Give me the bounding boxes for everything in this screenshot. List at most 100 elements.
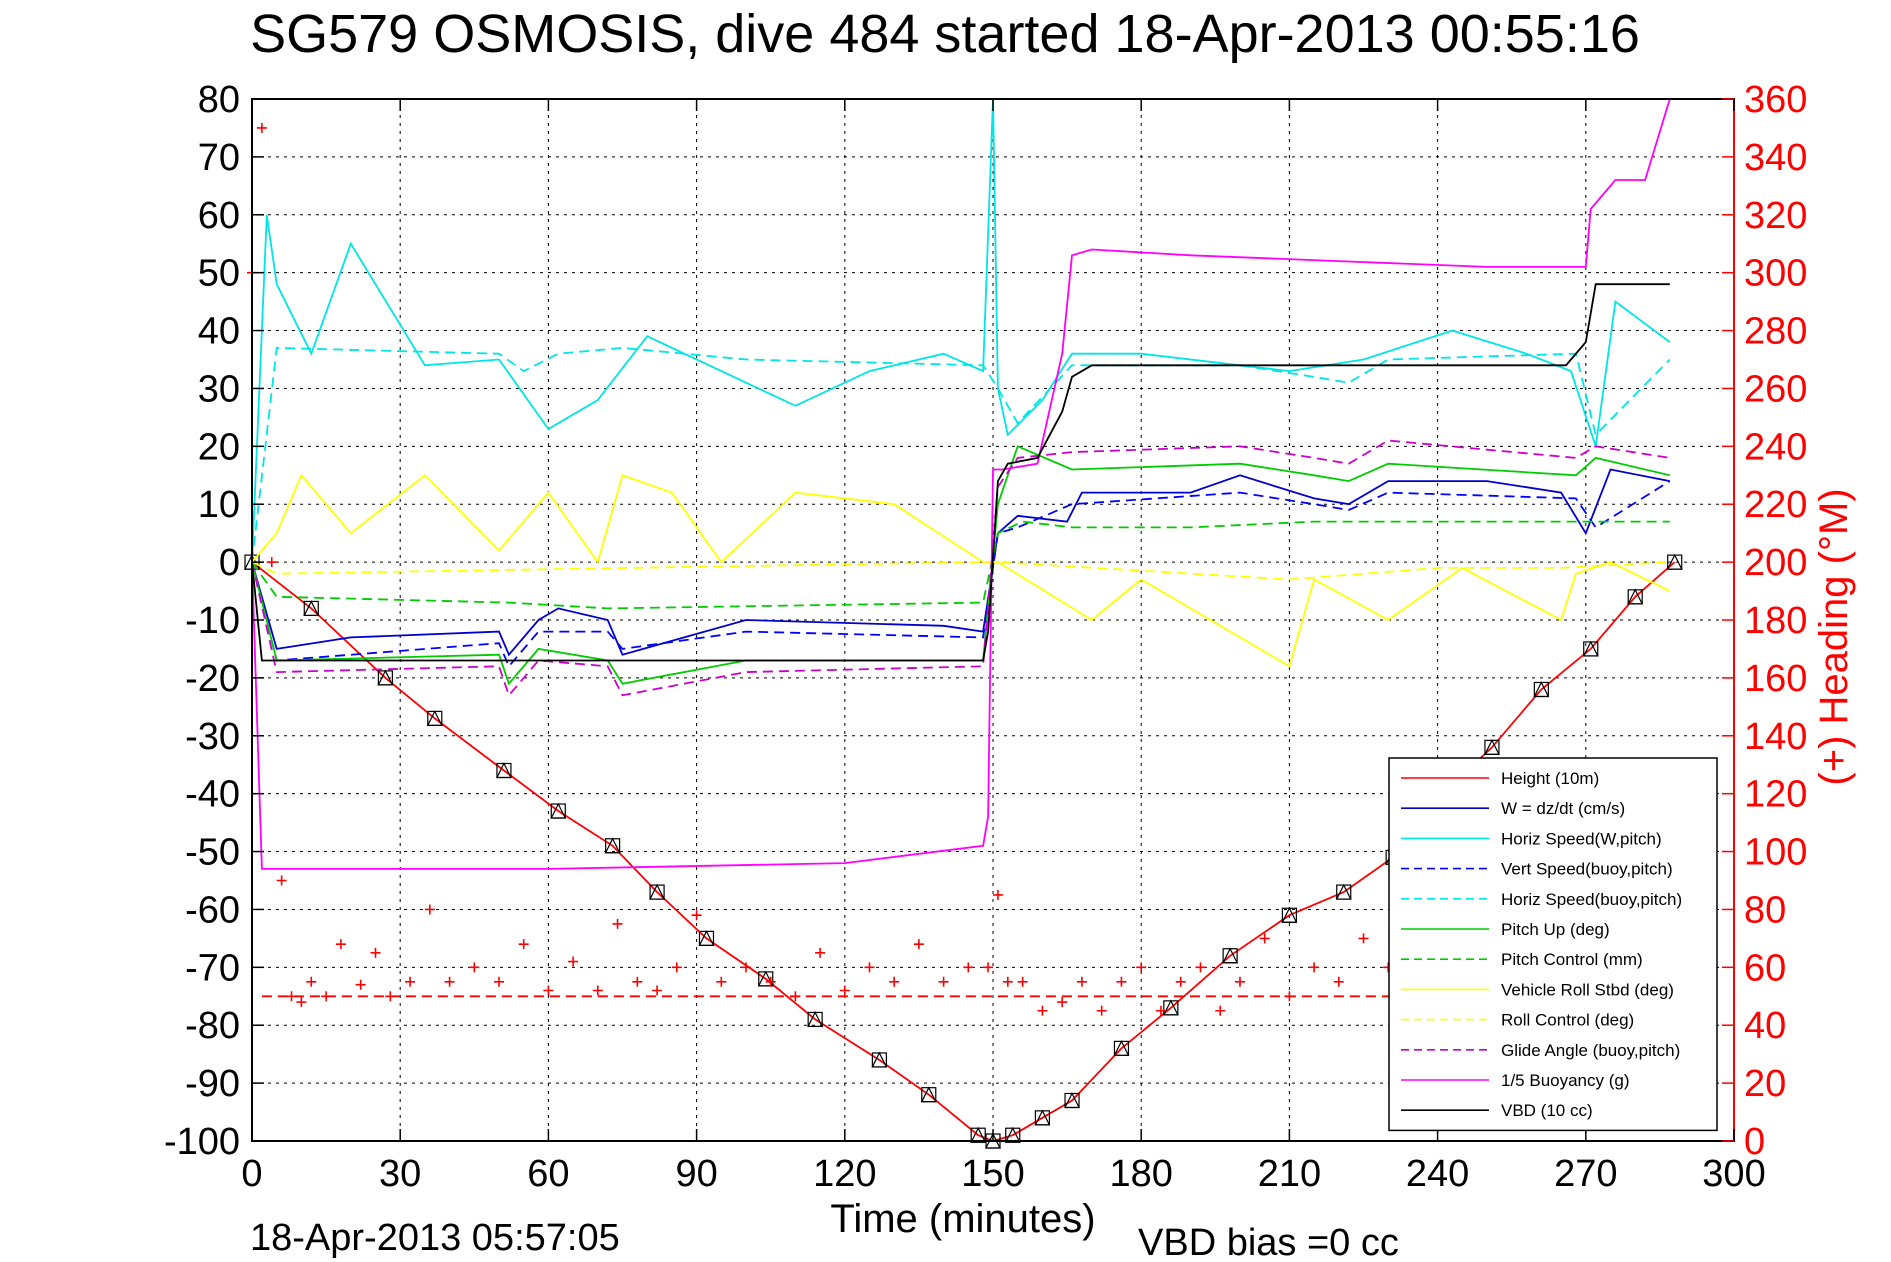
series-heading bbox=[247, 122, 1443, 1016]
series-1-5-buoyancy-g bbox=[251, 98, 1671, 870]
y-right-tick-label: 60 bbox=[1744, 947, 1786, 989]
height-marker-triangle bbox=[757, 970, 774, 987]
legend-entry: Glide Angle (buoy,pitch) bbox=[1501, 1041, 1680, 1060]
timestamp-label: 18-Apr-2013 05:57:05 bbox=[250, 1217, 620, 1259]
x-tick-label: 240 bbox=[1406, 1153, 1469, 1195]
heading-point bbox=[671, 962, 682, 973]
heading-point bbox=[1358, 933, 1369, 944]
y-right-tick-label: 40 bbox=[1744, 1005, 1786, 1047]
heading-point bbox=[1195, 962, 1206, 973]
heading-point bbox=[335, 939, 346, 950]
height-marker-triangle bbox=[1533, 681, 1550, 698]
legend-entry: Horiz Speed(buoy,pitch) bbox=[1501, 890, 1682, 909]
heading-point bbox=[1002, 976, 1013, 987]
legend-entry: Pitch Control (mm) bbox=[1501, 950, 1643, 969]
vbd-bias-label: VBD bias =0 cc bbox=[1138, 1222, 1399, 1262]
y-tick-label: 80 bbox=[198, 79, 240, 121]
heading-point bbox=[1333, 976, 1344, 987]
x-tick-label: 120 bbox=[813, 1153, 876, 1195]
heading-point bbox=[1309, 962, 1320, 973]
legend-entry: W = dz/dt (cm/s) bbox=[1501, 799, 1625, 818]
heading-point bbox=[839, 985, 850, 996]
height-marker-triangle bbox=[807, 1011, 824, 1028]
y-right-tick-label: 300 bbox=[1744, 253, 1807, 295]
height-marker-triangle bbox=[1483, 739, 1500, 755]
heading-point bbox=[276, 875, 287, 886]
heading-point bbox=[992, 889, 1003, 900]
x-tick-label: 0 bbox=[241, 1153, 262, 1195]
series-roll-control-deg bbox=[251, 561, 1670, 581]
heading-point bbox=[518, 939, 529, 950]
height-marker-triangle bbox=[1113, 1040, 1130, 1056]
y-right-tick-label: 340 bbox=[1744, 137, 1807, 179]
series-vbd-10-cc bbox=[251, 283, 1670, 662]
series-w-dz-dt-cm-s bbox=[251, 468, 1670, 657]
heading-point bbox=[370, 947, 381, 958]
y-tick-label: -80 bbox=[185, 1005, 240, 1047]
heading-point bbox=[424, 904, 435, 915]
heading-point bbox=[355, 979, 366, 990]
y-right-tick-label: 360 bbox=[1744, 79, 1807, 121]
y-right-tick-label: 140 bbox=[1744, 716, 1807, 758]
heading-point bbox=[1136, 962, 1147, 973]
heading-point bbox=[1175, 976, 1186, 987]
y-tick-label: -40 bbox=[185, 774, 240, 816]
legend-entry: Roll Control (deg) bbox=[1501, 1011, 1634, 1030]
y-right-tick-label: 80 bbox=[1744, 889, 1786, 931]
heading-point bbox=[612, 918, 623, 929]
heading-point bbox=[266, 557, 277, 568]
heading-point bbox=[864, 962, 875, 973]
x-tick-label: 60 bbox=[527, 1153, 569, 1195]
series-horiz-speed-w-pitch bbox=[251, 98, 1671, 563]
height-marker-triangle bbox=[649, 883, 666, 900]
height-marker-triangle bbox=[970, 1126, 987, 1143]
y-tick-label: -20 bbox=[185, 658, 240, 700]
heading-point bbox=[1259, 933, 1270, 944]
y-right-tick-label: 200 bbox=[1744, 542, 1807, 584]
legend-entry: Vehicle Roll Stbd (deg) bbox=[1501, 980, 1674, 999]
heading-point bbox=[469, 962, 480, 973]
height-marker-triangle bbox=[1582, 640, 1599, 657]
y-tick-label: -100 bbox=[164, 1121, 240, 1163]
height-marker-triangle bbox=[1335, 883, 1352, 900]
heading-point bbox=[1057, 997, 1068, 1008]
x-tick-label: 180 bbox=[1109, 1153, 1172, 1195]
heading-point bbox=[1155, 1005, 1166, 1016]
x-tick-label: 210 bbox=[1258, 1153, 1321, 1195]
chart-title: SG579 OSMOSIS, dive 484 started 18-Apr-2… bbox=[250, 4, 1640, 64]
heading-point bbox=[652, 985, 663, 996]
legend-entry: VBD (10 cc) bbox=[1501, 1101, 1593, 1120]
grid bbox=[252, 99, 1734, 1141]
heading-point bbox=[1235, 976, 1245, 987]
height-marker-triangle bbox=[303, 600, 320, 617]
heading-point bbox=[691, 910, 702, 921]
height-marker-triangle bbox=[1281, 906, 1298, 923]
x-tick-label: 300 bbox=[1702, 1153, 1765, 1195]
y-tick-label: -30 bbox=[185, 716, 240, 758]
x-tick-label: 150 bbox=[961, 1153, 1024, 1195]
y-right-tick-label: 240 bbox=[1744, 426, 1807, 468]
height-marker-triangle bbox=[377, 669, 394, 686]
series-pitch-control-mm bbox=[251, 520, 1670, 610]
height-marker-triangle bbox=[495, 762, 512, 779]
y-tick-label: 40 bbox=[198, 311, 240, 353]
height-marker-triangle bbox=[1034, 1109, 1051, 1126]
heading-point bbox=[889, 976, 900, 987]
legend-entry: Horiz Speed(W,pitch) bbox=[1501, 829, 1662, 848]
height-marker-triangle bbox=[1162, 999, 1179, 1016]
heading-point bbox=[983, 962, 994, 973]
y-tick-label: 30 bbox=[198, 368, 240, 410]
legend-entry: 1/5 Buoyancy (g) bbox=[1501, 1071, 1630, 1090]
y-right-tick-label: 100 bbox=[1744, 832, 1807, 874]
y-tick-label: 0 bbox=[219, 542, 240, 584]
height-marker-triangle bbox=[871, 1051, 888, 1068]
heading-point bbox=[938, 976, 949, 987]
series-horiz-speed-buoy-pitch bbox=[251, 346, 1671, 563]
heading-point bbox=[568, 956, 579, 967]
heading-point bbox=[296, 997, 307, 1008]
height-marker-triangle bbox=[1004, 1126, 1021, 1143]
y-right-tick-label: 280 bbox=[1744, 311, 1807, 353]
legend-entry: Height (10m) bbox=[1501, 769, 1599, 788]
height-marker-triangle bbox=[1064, 1092, 1081, 1109]
heading-point bbox=[1076, 976, 1087, 987]
